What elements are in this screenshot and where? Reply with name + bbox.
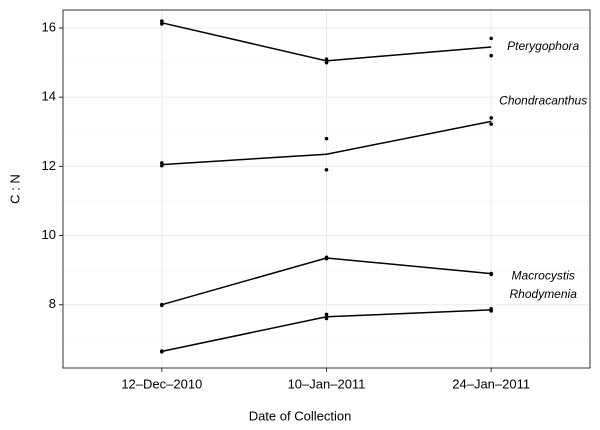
data-point (324, 256, 329, 261)
data-point (489, 122, 493, 126)
data-point (489, 36, 493, 41)
data-point (489, 309, 493, 313)
x-tick-label: 24–Jan–2011 (452, 376, 530, 391)
data-point (160, 163, 164, 168)
y-tick-label: 10 (42, 227, 56, 242)
x-tick-label: 12–Dec–2010 (121, 376, 202, 391)
data-point (160, 19, 164, 23)
data-point (324, 168, 329, 172)
y-tick-label: 16 (42, 19, 56, 34)
y-tick-label: 14 (42, 89, 56, 104)
data-point (489, 53, 493, 58)
series-label: Rhodymenia (510, 287, 578, 301)
series-label: Chondracanthus (499, 94, 587, 108)
data-point (489, 116, 493, 120)
data-point (324, 60, 329, 65)
x-axis-title: Date of Collection (249, 408, 352, 423)
data-point (160, 303, 164, 308)
data-point (324, 136, 329, 141)
data-point (160, 161, 164, 165)
y-tick-label: 8 (49, 296, 56, 311)
data-point (324, 316, 329, 321)
data-point (160, 349, 164, 354)
data-point (160, 22, 164, 26)
plot-border (62, 9, 591, 369)
series-label: Macrocystis (512, 269, 575, 283)
x-tick-label: 10–Jan–2011 (288, 376, 366, 391)
series-label: Pterygophora (507, 39, 579, 53)
data-point (324, 312, 329, 317)
series-line (161, 120, 492, 166)
y-tick-label: 12 (42, 158, 56, 173)
data-point (324, 57, 329, 61)
data-point (489, 272, 493, 277)
y-axis-title: C : N (7, 174, 22, 204)
